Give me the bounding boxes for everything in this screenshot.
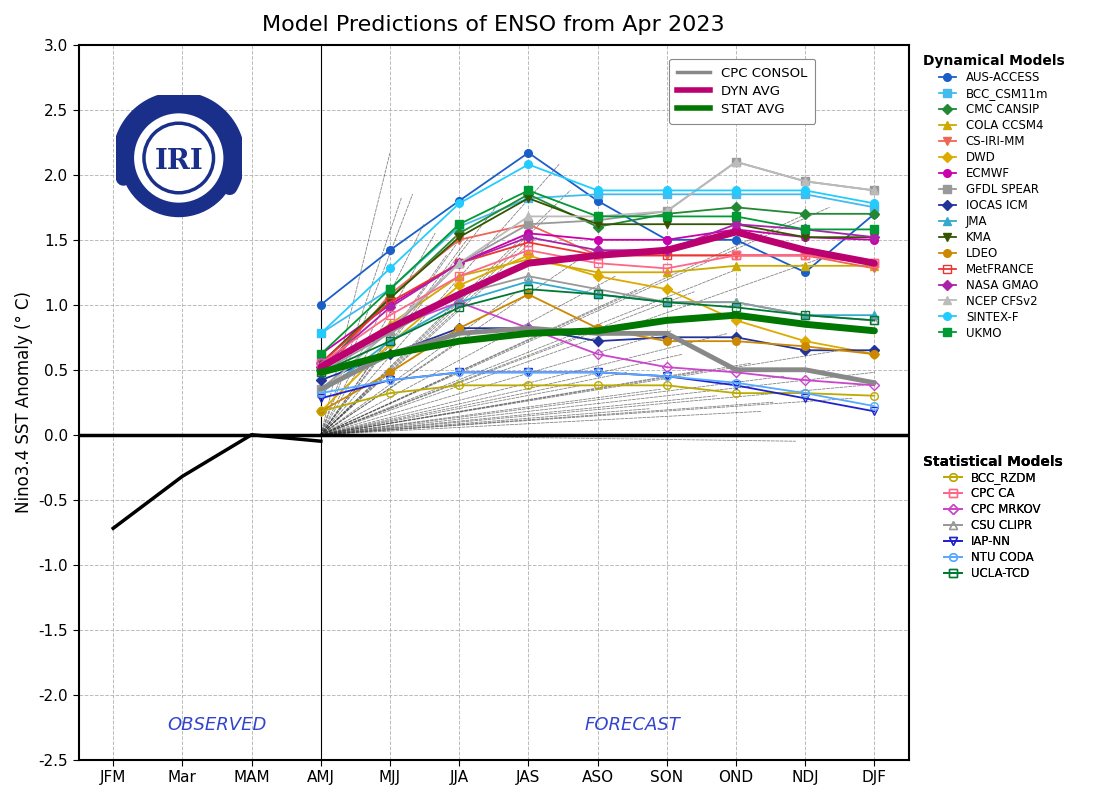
Text: FORECAST: FORECAST	[584, 715, 680, 734]
Ellipse shape	[131, 110, 227, 206]
Legend: BCC_RZDM, CPC CA, CPC MRKOV, CSU CLIPR, IAP-NN, NTU CODA, UCLA-TCD: BCC_RZDM, CPC CA, CPC MRKOV, CSU CLIPR, …	[920, 451, 1066, 584]
Y-axis label: Nino3.4 SST Anomaly (° C): Nino3.4 SST Anomaly (° C)	[15, 291, 33, 514]
Text: OBSERVED: OBSERVED	[167, 715, 266, 734]
Text: IRI: IRI	[154, 148, 204, 174]
Ellipse shape	[144, 123, 213, 193]
Title: Model Predictions of ENSO from Apr 2023: Model Predictions of ENSO from Apr 2023	[263, 15, 725, 35]
Ellipse shape	[120, 99, 238, 217]
